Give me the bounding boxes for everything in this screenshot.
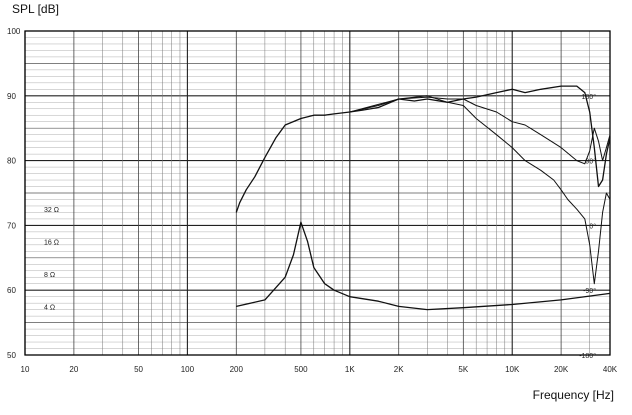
plot-frame <box>24 30 611 356</box>
series-lines <box>235 85 611 311</box>
phase-label: 180° <box>582 93 597 101</box>
x-tick-label: 1K <box>345 365 355 374</box>
x-tick-label: 50 <box>134 365 143 374</box>
y-tick-label: 60 <box>7 286 16 295</box>
x-tick-label: 20K <box>554 365 569 374</box>
series-line-2 <box>349 95 611 285</box>
phase-label: -90° <box>583 287 596 295</box>
grid-lines <box>24 30 611 356</box>
x-tick-label: 20 <box>69 365 78 374</box>
y-tick-label: 80 <box>7 157 16 166</box>
phase-label: 90° <box>585 158 596 166</box>
x-tick-label: 100 <box>181 365 195 374</box>
x-axis-label: Frequency [Hz] <box>532 388 614 402</box>
impedance-label: 32 Ω <box>44 207 59 214</box>
x-tick-label: 10 <box>21 365 30 374</box>
x-tick-label: 500 <box>294 365 308 374</box>
series-line-1 <box>235 85 611 213</box>
x-tick-label: 10K <box>505 365 520 374</box>
x-tick-label: 40K <box>603 365 618 374</box>
y-axis-label: SPL [dB] <box>12 2 59 16</box>
phase-label: 0° <box>589 222 596 230</box>
series-line-3 <box>349 96 611 165</box>
impedance-label: 8 Ω <box>44 272 55 279</box>
impedance-label: 4 Ω <box>44 304 55 311</box>
y-tick-label: 70 <box>7 221 16 230</box>
annotation-labels: 32 Ω 16 Ω 8 Ω 4 Ω 180° 90° 0° -90° -180° <box>44 93 596 360</box>
x-tick-label: 2K <box>394 365 404 374</box>
x-tick-label: 5K <box>458 365 468 374</box>
y-tick-label: 100 <box>7 27 21 36</box>
y-tick-label: 90 <box>7 92 16 101</box>
series-line-4 <box>236 221 611 311</box>
x-tick-label: 200 <box>230 365 244 374</box>
phase-label: -180° <box>579 352 596 360</box>
tick-labels: 10 20 50 100 200 500 1K 2K 5K 10K 20K 40K 100 90 80 70 6… <box>7 27 618 374</box>
y-tick-label: 50 <box>7 351 16 360</box>
impedance-label: 16 Ω <box>44 240 59 247</box>
